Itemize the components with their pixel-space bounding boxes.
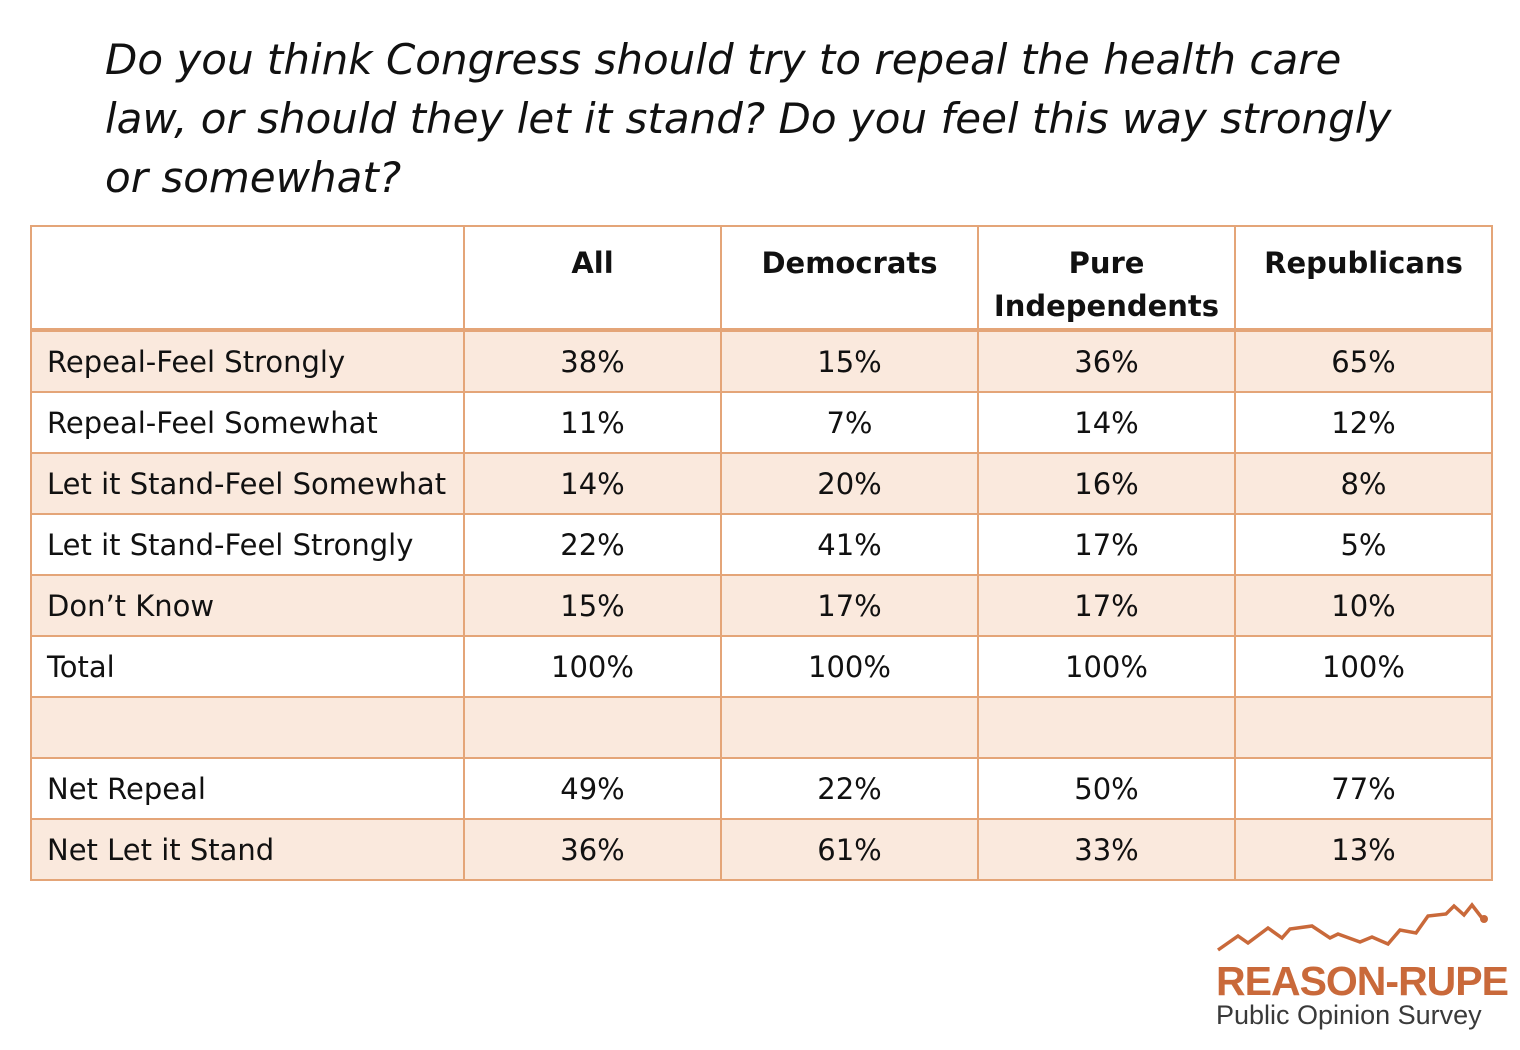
logo-subtitle: Public Opinion Survey (1216, 1000, 1482, 1030)
value-cell: 36% (463, 818, 722, 881)
value-cell: 10% (1234, 574, 1493, 637)
table-row: Net Let it Stand 36% 61% 33% 13% (30, 818, 1493, 881)
logo-name: REASON-RUPE (1216, 958, 1509, 1004)
table-row: Let it Stand-Feel Strongly 22% 41% 17% 5% (30, 513, 1493, 576)
table-row (30, 696, 1493, 759)
row-label: Don’t Know (30, 574, 465, 637)
value-cell: 12% (1234, 391, 1493, 454)
value-cell (463, 696, 722, 759)
header-cell-democrats: Democrats (720, 225, 979, 332)
value-cell: 7% (720, 391, 979, 454)
row-label: Net Repeal (30, 757, 465, 820)
value-cell: 5% (1234, 513, 1493, 576)
table-row: Net Repeal 49% 22% 50% 77% (30, 757, 1493, 820)
table-body: Repeal-Feel Strongly 38% 15% 36% 65% Repeal-F… (30, 329, 1493, 881)
table-row: Total 100% 100% 100% 100% (30, 635, 1493, 698)
value-cell: 77% (1234, 757, 1493, 820)
value-cell: 61% (720, 818, 979, 881)
header-line: Republicans (1264, 246, 1463, 280)
header-line: Pure (1068, 246, 1145, 280)
row-label: Total (30, 635, 465, 698)
table-row: Repeal-Feel Strongly 38% 15% 36% 65% (30, 329, 1493, 393)
value-cell: 8% (1234, 452, 1493, 515)
row-label (30, 696, 465, 759)
table-row: Don’t Know 15% 17% 17% 10% (30, 574, 1493, 637)
value-cell: 13% (1234, 818, 1493, 881)
header-cell-republicans: Republicans (1234, 225, 1493, 332)
header-cell-empty (30, 225, 465, 332)
value-cell (977, 696, 1236, 759)
value-cell: 65% (1234, 329, 1493, 393)
value-cell: 14% (977, 391, 1236, 454)
header-line: Democrats (761, 246, 938, 280)
header-line: All (571, 246, 614, 280)
value-cell: 16% (977, 452, 1236, 515)
header-line: Independents (993, 289, 1220, 323)
value-cell: 15% (463, 574, 722, 637)
value-cell: 38% (463, 329, 722, 393)
results-table: All Democrats Pure Independents Republica… (30, 225, 1493, 881)
header-cell-all: All (463, 225, 722, 332)
mountain-line-icon (1216, 902, 1488, 952)
table-row: Let it Stand-Feel Somewhat 14% 20% 16% 8% (30, 452, 1493, 515)
row-label: Let it Stand-Feel Strongly (30, 513, 465, 576)
header-row: All Democrats Pure Independents Republica… (30, 225, 1493, 332)
value-cell (720, 696, 979, 759)
value-cell: 33% (977, 818, 1236, 881)
row-label: Net Let it Stand (30, 818, 465, 881)
row-label: Repeal-Feel Somewhat (30, 391, 465, 454)
value-cell: 17% (977, 513, 1236, 576)
header-cell-pure-independents: Pure Independents (977, 225, 1236, 332)
value-cell: 100% (720, 635, 979, 698)
value-cell: 22% (720, 757, 979, 820)
value-cell: 14% (463, 452, 722, 515)
value-cell: 15% (720, 329, 979, 393)
value-cell: 100% (463, 635, 722, 698)
value-cell: 17% (720, 574, 979, 637)
value-cell: 11% (463, 391, 722, 454)
value-cell: 100% (977, 635, 1236, 698)
value-cell: 20% (720, 452, 979, 515)
row-label: Repeal-Feel Strongly (30, 329, 465, 393)
value-cell: 50% (977, 757, 1236, 820)
value-cell: 49% (463, 757, 722, 820)
value-cell: 100% (1234, 635, 1493, 698)
value-cell: 22% (463, 513, 722, 576)
value-cell: 17% (977, 574, 1236, 637)
row-label: Let it Stand-Feel Somewhat (30, 452, 465, 515)
reason-rupe-logo: REASON-RUPE Public Opinion Survey (1210, 900, 1509, 1035)
value-cell (1234, 696, 1493, 759)
table-row: Repeal-Feel Somewhat 11% 7% 14% 12% (30, 391, 1493, 454)
survey-question: Do you think Congress should try to repe… (105, 35, 1392, 202)
value-cell: 41% (720, 513, 979, 576)
value-cell: 36% (977, 329, 1236, 393)
